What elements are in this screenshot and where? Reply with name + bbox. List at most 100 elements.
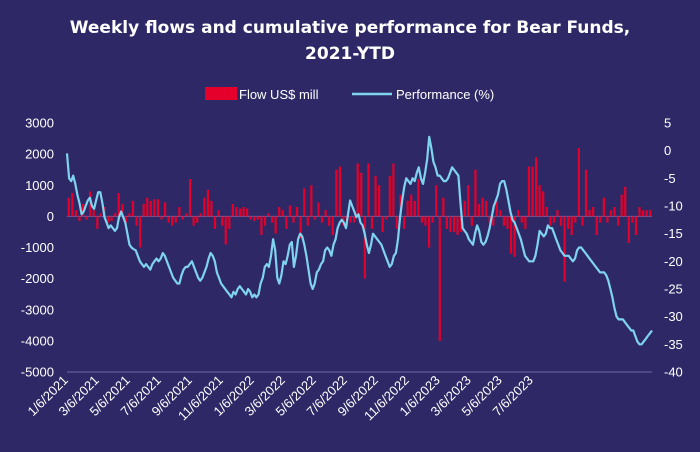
flow-bar: [242, 207, 245, 217]
flow-bar: [424, 216, 427, 226]
flow-bar: [117, 193, 120, 217]
flow-bar: [542, 191, 545, 217]
performance-series: [65, 135, 653, 346]
performance-line: [65, 135, 653, 346]
y-right-tick-label: 0: [664, 143, 671, 158]
flow-bar: [131, 200, 135, 217]
flow-bar: [584, 169, 588, 217]
flow-bar: [474, 169, 477, 217]
flow-bar: [96, 216, 99, 229]
flow-bar: [577, 147, 580, 217]
flow-bar: [388, 175, 391, 217]
flow-bar: [178, 207, 181, 217]
flow-bar: [406, 200, 409, 217]
y-left-tick-label: -5000: [21, 365, 54, 380]
flow-bar: [85, 216, 88, 220]
flow-bar: [317, 202, 320, 217]
flow-bar: [427, 216, 431, 248]
flow-bar: [149, 200, 152, 217]
flow-bar: [331, 216, 334, 236]
flow-bar: [445, 216, 448, 229]
flow-bar: [249, 216, 252, 220]
flow-bar: [499, 210, 502, 217]
flow-bar: [199, 213, 202, 217]
flow-bar: [609, 210, 613, 217]
flow-bar: [299, 216, 302, 239]
flow-bar: [624, 186, 627, 217]
y-right-tick-label: -15: [664, 226, 683, 241]
flow-bar: [413, 200, 416, 217]
flow-bar: [156, 199, 160, 217]
flow-bar: [485, 200, 488, 217]
flow-bar: [121, 203, 124, 217]
flow-bar: [420, 216, 424, 223]
flow-bar: [370, 216, 374, 229]
flow-bar: [367, 163, 370, 217]
flow-bar: [588, 210, 591, 217]
flow-bar: [349, 216, 352, 223]
flow-bar: [196, 216, 199, 223]
flow-bar: [470, 216, 473, 226]
flow-bar: [563, 216, 566, 282]
chart-title-line1: Weekly flows and cumulative performance …: [70, 18, 631, 38]
y-right-tick-label: -35: [664, 337, 683, 352]
flow-bar: [552, 216, 556, 223]
y-left-tick-label: 2000: [25, 147, 54, 162]
flow-bar: [452, 216, 456, 232]
flow-bar: [310, 185, 313, 217]
flow-bar: [306, 216, 309, 226]
flow-bar: [595, 216, 598, 236]
flow-bar: [402, 216, 406, 229]
flow-bar: [192, 216, 195, 226]
flow-bar: [278, 207, 281, 217]
flow-bar: [231, 203, 234, 217]
flow-bar: [606, 216, 609, 223]
flow-bar: [477, 203, 481, 217]
flow-bar: [531, 166, 534, 217]
flow-bar: [263, 216, 267, 226]
flow-bar: [285, 216, 288, 229]
y-left-tick-label: -2000: [21, 271, 54, 286]
flow-bar: [295, 207, 299, 217]
legend: Flow US$ mill Performance (%): [205, 87, 494, 102]
flow-bar: [378, 185, 381, 217]
y-right-tick-label: -30: [664, 309, 683, 324]
flow-bar: [142, 203, 145, 217]
flow-bar: [460, 216, 463, 232]
legend-flow-swatch: [205, 87, 237, 100]
flow-bar: [271, 216, 274, 223]
flow-bar: [463, 200, 466, 217]
flow-bar: [549, 216, 552, 226]
flow-bar: [488, 216, 491, 223]
flow-bar: [613, 207, 616, 217]
flow-bar: [128, 213, 131, 217]
flow-bar: [224, 216, 227, 245]
flow-bar: [206, 189, 210, 217]
y-left-tick-label: 3000: [25, 116, 54, 131]
y-right-tick-label: -5: [664, 171, 676, 186]
flow-bar: [638, 207, 641, 217]
flow-bar: [106, 216, 110, 223]
flow-bar: [335, 169, 338, 217]
y-left-tick-label: 0: [47, 209, 54, 224]
flow-bar: [153, 199, 156, 217]
flow-bar: [167, 216, 170, 223]
flow-bar: [203, 197, 206, 217]
flow-bar: [324, 210, 327, 217]
y-right-tick-label: -25: [664, 282, 683, 297]
flow-bar: [467, 185, 470, 217]
flow-bar: [381, 216, 384, 232]
flow-bar: [513, 216, 516, 257]
flow-bar: [228, 216, 231, 229]
flow-bar: [509, 216, 513, 254]
flow-bar: [185, 213, 188, 217]
flow-bar: [92, 210, 95, 217]
legend-performance-label: Performance (%): [396, 87, 494, 102]
flow-bar: [163, 202, 167, 217]
flow-bar: [213, 216, 217, 229]
flow-bar: [520, 216, 523, 223]
flow-bar: [320, 216, 324, 223]
flow-bar: [124, 216, 127, 223]
flow-bar: [253, 216, 256, 222]
